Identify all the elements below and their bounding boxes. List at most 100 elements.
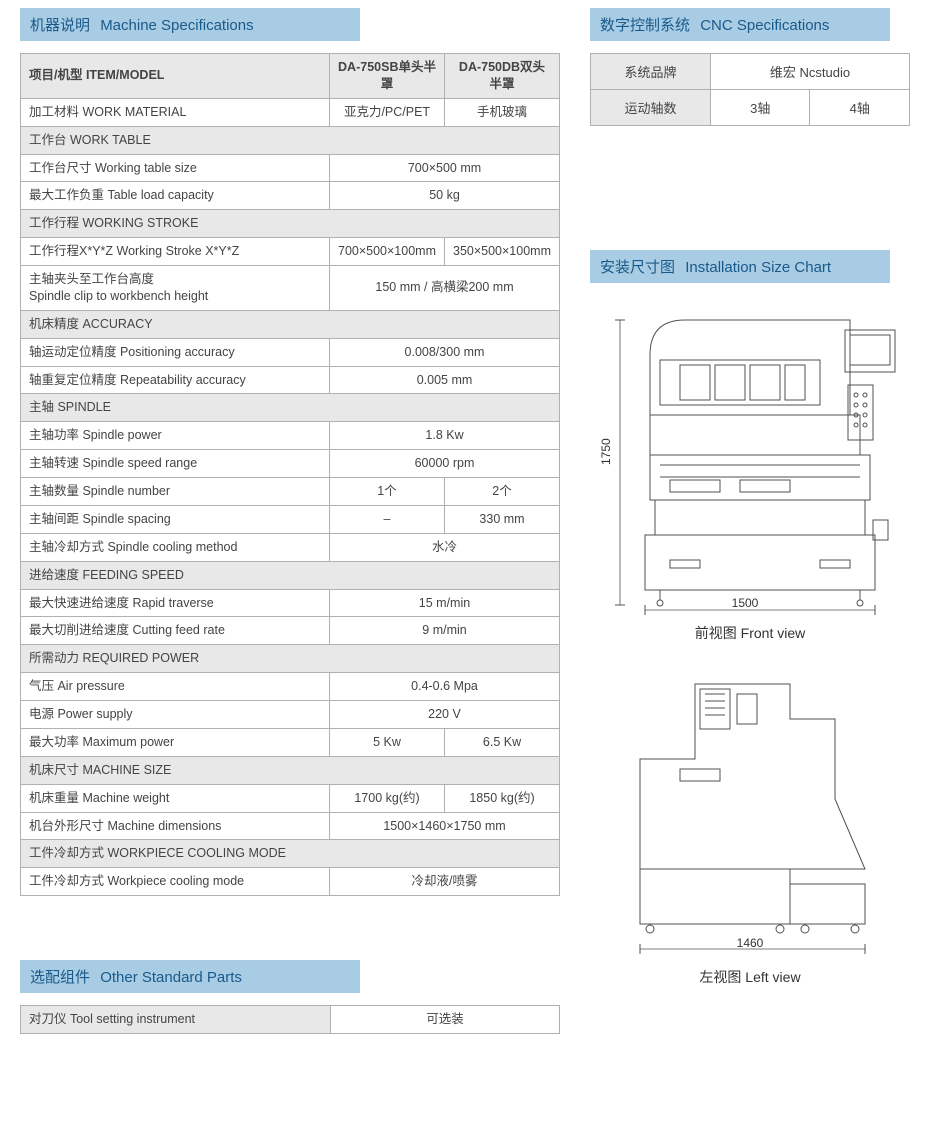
table-row: 对刀仪 Tool setting instrument可选装	[21, 1006, 560, 1034]
row-label: 工件冷却方式 Workpiece cooling mode	[21, 868, 330, 896]
row-value: 0.005 mm	[330, 366, 560, 394]
table-row: 工件冷却方式 WORKPIECE COOLING MODE	[21, 840, 560, 868]
row-label: 主轴功率 Spindle power	[21, 422, 330, 450]
table-row: 工作行程 WORKING STROKE	[21, 210, 560, 238]
table-row: 主轴间距 Spindle spacing–330 mm	[21, 505, 560, 533]
header-en: Installation Size Chart	[685, 259, 831, 276]
row-label: 最大快速进给速度 Rapid traverse	[21, 589, 330, 617]
header-cn: 选配组件	[30, 969, 90, 986]
section-label: 进给速度 FEEDING SPEED	[21, 561, 560, 589]
row-label: 系统品牌	[591, 54, 711, 90]
header-en: CNC Specifications	[700, 17, 829, 34]
section-label: 工作行程 WORKING STROKE	[21, 210, 560, 238]
row-label: 最大功率 Maximum power	[21, 728, 330, 756]
row-label: 气压 Air pressure	[21, 673, 330, 701]
machine-spec-table: 项目/机型 ITEM/MODEL DA-750SB单头半罩 DA-750DB双头…	[20, 53, 560, 896]
row-label: 主轴夹头至工作台高度 Spindle clip to workbench hei…	[21, 266, 330, 311]
header-en: Other Standard Parts	[100, 969, 242, 986]
row-value-b: 手机玻璃	[445, 98, 560, 126]
table-row: 气压 Air pressure0.4-0.6 Mpa	[21, 673, 560, 701]
section-label: 机床精度 ACCURACY	[21, 310, 560, 338]
table-row: 主轴冷却方式 Spindle cooling method水冷	[21, 533, 560, 561]
row-label: 工作行程X*Y*Z Working Stroke X*Y*Z	[21, 238, 330, 266]
row-value: 1500×1460×1750 mm	[330, 812, 560, 840]
row-value: 3轴	[711, 90, 810, 126]
row-label: 工作台尺寸 Working table size	[21, 154, 330, 182]
row-value-a: 亚克力/PC/PET	[330, 98, 445, 126]
left-view-diagram: 1460 左视图 Left view	[590, 669, 910, 987]
row-value: 150 mm / 高横梁200 mm	[330, 266, 560, 311]
table-row: 工作台 WORK TABLE	[21, 126, 560, 154]
table-row: 运动轴数3轴4轴	[591, 90, 910, 126]
header-cn: 数字控制系统	[600, 17, 690, 34]
left-view-caption: 左视图 Left view	[590, 967, 910, 987]
table-row: 主轴 SPINDLE	[21, 394, 560, 422]
machine-spec-header: 机器说明 Machine Specifications	[20, 8, 360, 41]
row-value-b: 330 mm	[445, 505, 560, 533]
table-row: 主轴转速 Spindle speed range60000 rpm	[21, 450, 560, 478]
section-label: 工作台 WORK TABLE	[21, 126, 560, 154]
row-value-a: 1700 kg(约)	[330, 784, 445, 812]
table-row: 电源 Power supply220 V	[21, 701, 560, 729]
row-label: 最大工作负重 Table load capacity	[21, 182, 330, 210]
row-value: 水冷	[330, 533, 560, 561]
row-value-a: –	[330, 505, 445, 533]
row-value: 220 V	[330, 701, 560, 729]
table-row: 机台外形尺寸 Machine dimensions1500×1460×1750 …	[21, 812, 560, 840]
header-cn: 安装尺寸图	[600, 259, 675, 276]
table-row: 机床重量 Machine weight1700 kg(约)1850 kg(约)	[21, 784, 560, 812]
cnc-table: 系统品牌维宏 Ncstudio运动轴数3轴4轴	[590, 53, 910, 126]
section-label: 机床尺寸 MACHINE SIZE	[21, 756, 560, 784]
table-row: 工件冷却方式 Workpiece cooling mode冷却液/喷雾	[21, 868, 560, 896]
cnc-spec-header: 数字控制系统 CNC Specifications	[590, 8, 890, 41]
table-row: 加工材料 WORK MATERIAL亚克力/PC/PET手机玻璃	[21, 98, 560, 126]
row-value-a: 1个	[330, 478, 445, 506]
row-value: 50 kg	[330, 182, 560, 210]
table-row: 进给速度 FEEDING SPEED	[21, 561, 560, 589]
row-label: 主轴冷却方式 Spindle cooling method	[21, 533, 330, 561]
row-value-b: 350×500×100mm	[445, 238, 560, 266]
row-value: 维宏 Ncstudio	[711, 54, 910, 90]
left-view-svg: 1460	[600, 669, 900, 959]
row-label: 运动轴数	[591, 90, 711, 126]
row-label: 轴重复定位精度 Repeatability accuracy	[21, 366, 330, 394]
table-row: 系统品牌维宏 Ncstudio	[591, 54, 910, 90]
table-row: 轴运动定位精度 Positioning accuracy0.008/300 mm	[21, 338, 560, 366]
th-item: 项目/机型 ITEM/MODEL	[21, 54, 330, 99]
section-label: 主轴 SPINDLE	[21, 394, 560, 422]
table-row: 最大快速进给速度 Rapid traverse15 m/min	[21, 589, 560, 617]
row-value: 1.8 Kw	[330, 422, 560, 450]
row-value: 4轴	[810, 90, 910, 126]
dim-height: 1750	[599, 438, 613, 465]
row-value: 700×500 mm	[330, 154, 560, 182]
table-row: 所需动力 REQUIRED POWER	[21, 645, 560, 673]
th-model-b: DA-750DB双头半罩	[445, 54, 560, 99]
row-label: 最大切削进给速度 Cutting feed rate	[21, 617, 330, 645]
row-value-b: 1850 kg(约)	[445, 784, 560, 812]
header-cn: 机器说明	[30, 17, 90, 34]
row-value: 15 m/min	[330, 589, 560, 617]
row-label: 主轴间距 Spindle spacing	[21, 505, 330, 533]
front-view-diagram: 1750 1500 前视图 Front view	[590, 305, 910, 643]
front-view-caption: 前视图 Front view	[590, 623, 910, 643]
row-value-a: 5 Kw	[330, 728, 445, 756]
row-value: 可选装	[331, 1006, 560, 1034]
table-row: 工作台尺寸 Working table size700×500 mm	[21, 154, 560, 182]
row-value: 0.008/300 mm	[330, 338, 560, 366]
other-parts-table: 对刀仪 Tool setting instrument可选装	[20, 1005, 560, 1034]
row-label: 主轴转速 Spindle speed range	[21, 450, 330, 478]
table-row: 轴重复定位精度 Repeatability accuracy0.005 mm	[21, 366, 560, 394]
row-value-b: 6.5 Kw	[445, 728, 560, 756]
table-row: 最大工作负重 Table load capacity50 kg	[21, 182, 560, 210]
dim-width: 1460	[737, 936, 764, 950]
table-row: 主轴数量 Spindle number1个2个	[21, 478, 560, 506]
th-model-a: DA-750SB单头半罩	[330, 54, 445, 99]
table-row: 工作行程X*Y*Z Working Stroke X*Y*Z700×500×10…	[21, 238, 560, 266]
row-value: 冷却液/喷雾	[330, 868, 560, 896]
table-row: 最大切削进给速度 Cutting feed rate9 m/min	[21, 617, 560, 645]
row-label: 加工材料 WORK MATERIAL	[21, 98, 330, 126]
table-row: 机床尺寸 MACHINE SIZE	[21, 756, 560, 784]
dim-width: 1500	[732, 596, 759, 610]
section-label: 所需动力 REQUIRED POWER	[21, 645, 560, 673]
other-parts-header: 选配组件 Other Standard Parts	[20, 960, 360, 993]
